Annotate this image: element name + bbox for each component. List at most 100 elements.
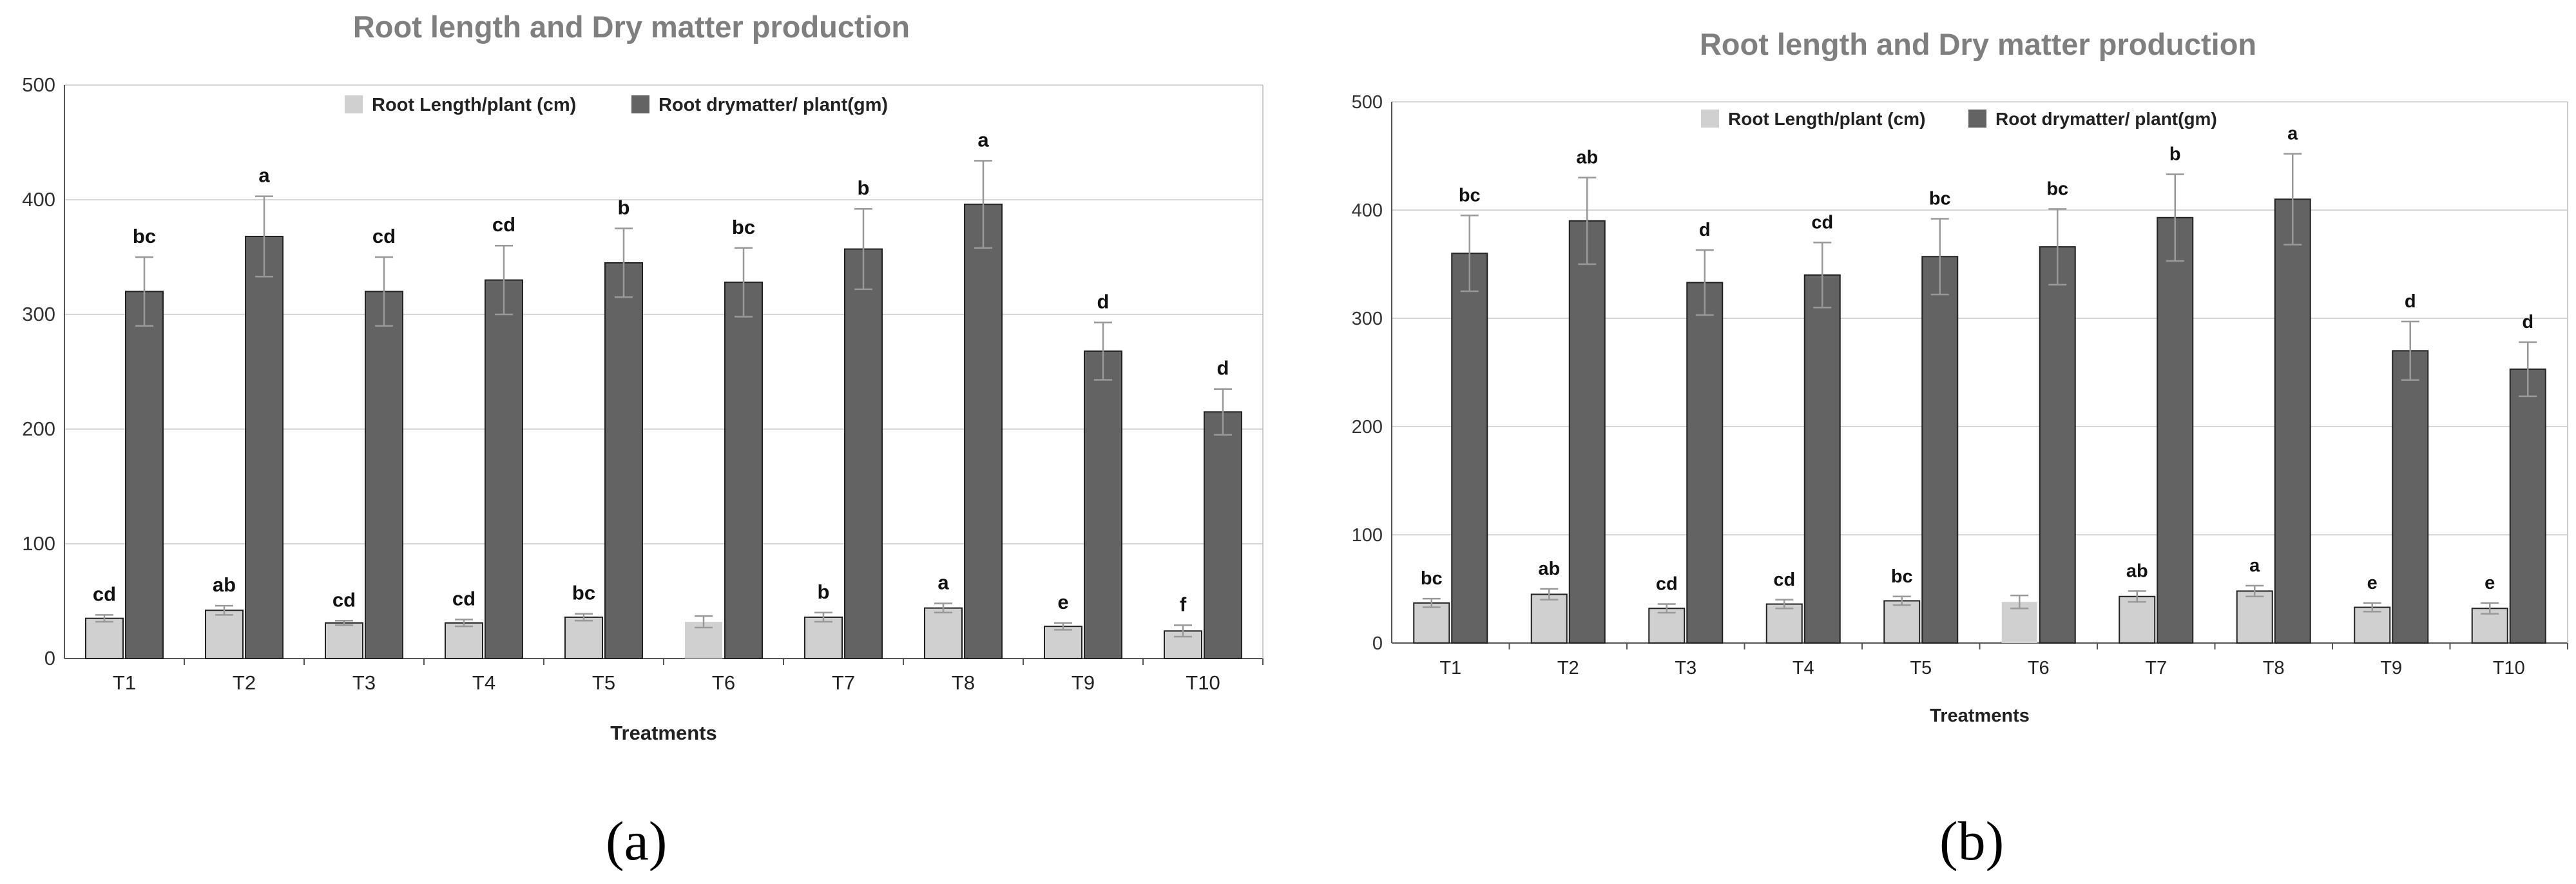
chart2-bar-root-length-T4: [1765, 603, 1803, 644]
chart2-sig-label-root-drymatter-T8: a: [2287, 124, 2298, 144]
chart2-bar-root-drymatter-T8: [2274, 198, 2311, 644]
chart2-sig-label-root-length-T2: ab: [1538, 559, 1560, 579]
chart1-xtick-T6: T6: [712, 671, 735, 694]
chart2-bar-root-drymatter-T2: [1568, 220, 1606, 644]
chart2-ytick-400: 400: [1352, 200, 1383, 221]
chart1-bar-root-drymatter-T7: [844, 248, 883, 660]
chart2-bar-root-drymatter-T5: [1921, 256, 1959, 644]
chart1-bar-root-drymatter-T6: [724, 282, 763, 660]
chart1-bar-root-length-T9: [1044, 626, 1082, 659]
chart2-ytick-0: 0: [1372, 633, 1383, 654]
chart2-xlabel: Treatments: [1930, 706, 2030, 726]
chart2-bar-root-drymatter-T4: [1803, 274, 1841, 644]
chart2-sig-label-root-drymatter-T2: ab: [1576, 148, 1598, 168]
chart2-xtick-T6: T6: [2028, 658, 2050, 678]
chart2-sig-label-root-drymatter-T4: cd: [1811, 212, 1833, 233]
chart2-bar-root-drymatter-T6: [2039, 246, 2076, 644]
chart1-sig-label-root-drymatter-T2: a: [258, 164, 270, 187]
chart2-xtick-T10: T10: [2493, 658, 2525, 678]
chart1-xtick-T9: T9: [1072, 671, 1095, 694]
chart2-sig-label-root-drymatter-T1: bc: [1459, 185, 1481, 206]
chart1-sig-label-root-drymatter-T8: a: [977, 128, 989, 151]
chart1-bar-root-length-T8: [924, 607, 963, 659]
chart1-sig-label-root-drymatter-T5: b: [618, 197, 630, 219]
chart2-bar-root-drymatter-T3: [1686, 282, 1724, 644]
chart1-ytick-500: 500: [22, 73, 55, 96]
chart2-xtick-T8: T8: [2263, 658, 2285, 678]
chart1-sig-label-root-drymatter-T6: bc: [732, 216, 755, 238]
chart1-bar-root-drymatter-T5: [604, 262, 643, 659]
chart2-xtick-T4: T4: [1793, 658, 1814, 678]
chart2-xtick-T1: T1: [1439, 658, 1461, 678]
chart2-sig-label-root-length-T10: e: [2485, 573, 2495, 593]
chart2-sig-label-root-drymatter-T3: d: [1699, 220, 1711, 240]
chart2-sig-label-root-length-T8: a: [2249, 555, 2260, 576]
chart1-bar-root-length-T4: [445, 622, 483, 660]
chart1-sig-label-root-length-T10: f: [1180, 593, 1187, 615]
chart2-sig-label-root-drymatter-T10: d: [2522, 312, 2533, 332]
chart1-title: Root length and Dry matter production: [353, 10, 910, 44]
chart1-sig-label-root-length-T4: cd: [452, 587, 476, 610]
chart1-ytick-0: 0: [44, 647, 55, 669]
chart2-bar-root-drymatter-T7: [2157, 216, 2194, 644]
chart2-legend-swatch-1: [1701, 110, 1719, 128]
chart2-bar-root-length-T5: [1883, 600, 1921, 644]
chart1-sig-label-root-length-T5: bc: [572, 582, 595, 604]
chart2-bar-root-length-T1: [1413, 602, 1450, 644]
chart2-ytick-500: 500: [1352, 92, 1383, 113]
chart1-xtick-T1: T1: [113, 671, 136, 694]
chart2-bar-root-drymatter-T9: [2392, 350, 2429, 644]
chart1-bar-root-length-T5: [564, 616, 603, 659]
chart2-bar-root-length-T7: [2119, 595, 2156, 644]
chart2-bar-root-length-T8: [2236, 590, 2273, 644]
chart2-legend-label-2: Root drymatter/ plant(gm): [1995, 109, 2217, 129]
chart2-ytick-100: 100: [1352, 525, 1383, 546]
chart1-ytick-400: 400: [22, 188, 55, 211]
chart2-ytick-200: 200: [1352, 417, 1383, 437]
chart2-ytick-300: 300: [1352, 309, 1383, 329]
chart2-bar-root-length-T3: [1648, 608, 1686, 644]
chart2-sig-label-root-length-T1: bc: [1421, 568, 1443, 589]
chart1-xtick-T10: T10: [1186, 671, 1220, 694]
chart1-bar-root-drymatter-T10: [1204, 411, 1242, 659]
chart1-xtick-T5: T5: [592, 671, 615, 694]
chart1-xtick-T3: T3: [352, 671, 376, 694]
chart2-title: Root length and Dry matter production: [1700, 27, 2256, 61]
chart1-xlabel: Treatments: [610, 722, 716, 744]
chart2-sig-label-root-length-T9: e: [2367, 573, 2378, 593]
chart1-legend-swatch-2: [631, 95, 649, 113]
chart2-sig-label-root-drymatter-T6: bc: [2046, 178, 2068, 199]
chart1-bar-root-length-T3: [325, 622, 363, 660]
chart1-xtick-T8: T8: [952, 671, 975, 694]
chart1-bar-root-length-T1: [85, 617, 124, 660]
chart1-xtick-T4: T4: [472, 671, 495, 694]
chart1-sig-label-root-length-T2: ab: [213, 573, 236, 596]
chart2-legend-swatch-2: [1968, 110, 1986, 128]
chart1-sig-label-root-drymatter-T9: d: [1097, 290, 1110, 312]
chart1-sig-label-root-length-T1: cd: [93, 582, 116, 605]
chart2-xtick-T9: T9: [2380, 658, 2402, 678]
chart1-sig-label-root-drymatter-T1: bc: [133, 225, 156, 247]
chart1-ytick-100: 100: [22, 532, 55, 555]
chart2-bar-root-drymatter-T10: [2509, 368, 2546, 644]
chart1-sig-label-root-drymatter-T7: b: [858, 177, 870, 199]
chart2-xtick-T5: T5: [1910, 658, 1932, 678]
chart2-xtick-T7: T7: [2145, 658, 2167, 678]
chart1-bar-root-drymatter-T2: [245, 235, 284, 659]
chart1-bar-root-drymatter-T8: [964, 204, 1003, 659]
chart1-bar-root-drymatter-T4: [485, 279, 523, 660]
chart2-xtick-T3: T3: [1675, 658, 1697, 678]
chart1-sig-label-root-length-T7: b: [818, 581, 830, 603]
chart1-sig-label-root-drymatter-T3: cd: [372, 225, 396, 247]
chart1-sig-label-root-length-T8: a: [937, 572, 949, 594]
panel-label-a: (a): [606, 810, 668, 872]
chart2-sig-label-root-length-T5: bc: [1891, 566, 1913, 587]
chart1-legend-label-2: Root drymatter/ plant(gm): [658, 95, 888, 115]
chart2-legend-label-1: Root Length/plant (cm): [1728, 109, 1925, 129]
chart1-bar-root-length-T7: [804, 616, 843, 659]
chart1-sig-label-root-length-T3: cd: [332, 588, 356, 611]
chart2-sig-label-root-length-T4: cd: [1773, 570, 1795, 590]
chart1-bar-root-length-T2: [205, 610, 244, 659]
